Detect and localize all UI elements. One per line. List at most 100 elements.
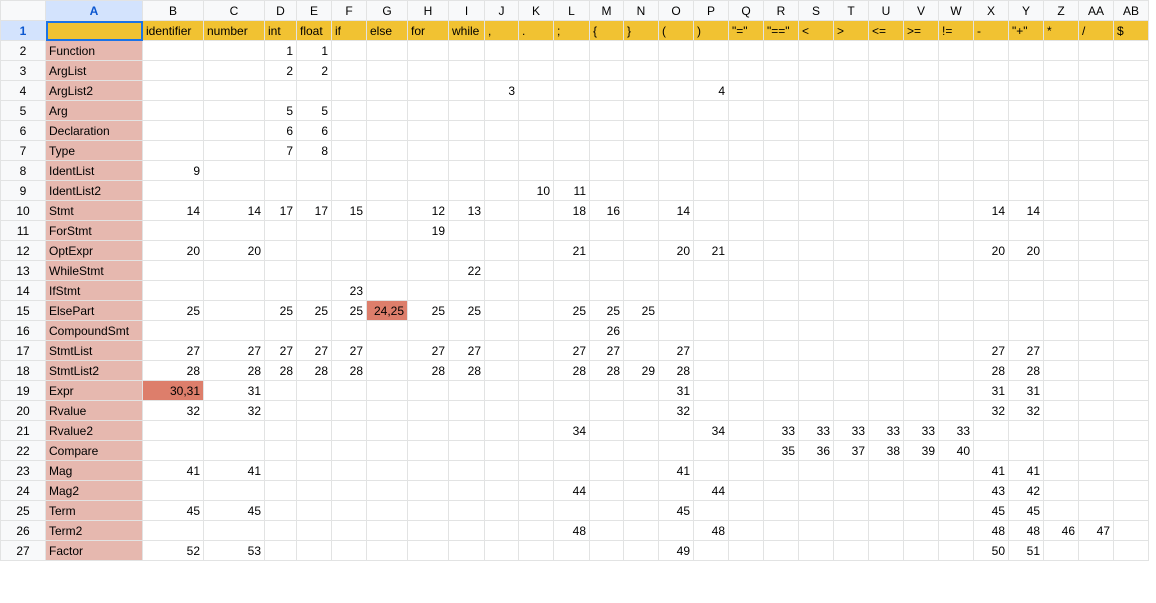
rule-cell[interactable]: 8: [296, 140, 332, 161]
rule-cell[interactable]: [589, 260, 624, 281]
rule-cell[interactable]: [142, 40, 204, 61]
rule-cell[interactable]: [868, 520, 904, 541]
rule-cell[interactable]: [331, 540, 367, 561]
rule-cell[interactable]: [366, 540, 408, 561]
rule-cell[interactable]: [448, 140, 485, 161]
rule-cell[interactable]: [1043, 380, 1079, 401]
rule-cell[interactable]: [1043, 200, 1079, 221]
rule-cell[interactable]: [833, 260, 869, 281]
rule-cell[interactable]: [331, 500, 367, 521]
rule-cell[interactable]: [484, 340, 519, 361]
rule-cell[interactable]: [1078, 540, 1114, 561]
rule-cell[interactable]: 20: [658, 240, 694, 261]
column-header-t[interactable]: T: [833, 0, 869, 21]
rule-cell[interactable]: [658, 40, 694, 61]
column-header-i[interactable]: I: [448, 0, 485, 21]
rule-cell[interactable]: 28: [264, 360, 297, 381]
rule-cell[interactable]: 38: [868, 440, 904, 461]
rule-cell[interactable]: [763, 160, 799, 181]
rule-cell[interactable]: 28: [973, 360, 1009, 381]
rule-cell[interactable]: 27: [553, 340, 590, 361]
rule-cell[interactable]: 2: [296, 60, 332, 81]
rule-cell[interactable]: [264, 460, 297, 481]
rule-cell[interactable]: [903, 180, 939, 201]
rule-cell[interactable]: [407, 400, 449, 421]
rule-cell[interactable]: 28: [589, 360, 624, 381]
row-header-22[interactable]: 22: [0, 440, 46, 461]
rule-cell[interactable]: [203, 300, 265, 321]
rule-cell[interactable]: [1113, 100, 1149, 121]
rule-cell[interactable]: [833, 240, 869, 261]
rule-cell[interactable]: [903, 120, 939, 141]
rule-cell[interactable]: [623, 240, 659, 261]
rule-cell[interactable]: [264, 440, 297, 461]
rule-cell[interactable]: 48: [973, 520, 1009, 541]
rule-cell[interactable]: [589, 60, 624, 81]
rule-cell[interactable]: 1: [296, 40, 332, 61]
rule-cell[interactable]: 28: [1008, 360, 1044, 381]
rule-cell[interactable]: [938, 220, 974, 241]
rule-cell[interactable]: [623, 80, 659, 101]
rule-cell[interactable]: [798, 200, 834, 221]
rule-cell[interactable]: [331, 420, 367, 441]
rule-cell[interactable]: [448, 80, 485, 101]
rule-cell[interactable]: [484, 220, 519, 241]
rule-cell[interactable]: [296, 500, 332, 521]
rule-cell[interactable]: [868, 260, 904, 281]
rule-cell[interactable]: [589, 100, 624, 121]
rule-cell[interactable]: [518, 480, 554, 501]
rule-cell[interactable]: 27: [973, 340, 1009, 361]
rule-cell[interactable]: [903, 320, 939, 341]
rule-cell[interactable]: 32: [658, 400, 694, 421]
rule-cell[interactable]: 25: [623, 300, 659, 321]
rule-cell[interactable]: [366, 360, 408, 381]
rule-cell[interactable]: [589, 240, 624, 261]
rule-cell[interactable]: [938, 40, 974, 61]
rule-cell[interactable]: [728, 280, 764, 301]
row-header-19[interactable]: 19: [0, 380, 46, 401]
rule-cell[interactable]: [296, 380, 332, 401]
rule-cell[interactable]: [868, 500, 904, 521]
rule-cell[interactable]: [518, 460, 554, 481]
rule-cell[interactable]: 27: [331, 340, 367, 361]
rule-cell[interactable]: [1113, 540, 1149, 561]
rule-cell[interactable]: [1078, 400, 1114, 421]
rule-cell[interactable]: 28: [658, 360, 694, 381]
rule-cell[interactable]: 33: [763, 420, 799, 441]
nonterminal-cell[interactable]: ArgList: [45, 60, 143, 81]
rule-cell[interactable]: [938, 240, 974, 261]
rule-cell[interactable]: [1113, 500, 1149, 521]
rule-cell[interactable]: [296, 240, 332, 261]
rule-cell[interactable]: [407, 460, 449, 481]
rule-cell[interactable]: [798, 160, 834, 181]
rule-cell[interactable]: [693, 100, 729, 121]
rule-cell[interactable]: [448, 520, 485, 541]
rule-cell[interactable]: [728, 100, 764, 121]
rule-cell[interactable]: [366, 120, 408, 141]
rule-cell[interactable]: [693, 400, 729, 421]
rule-cell[interactable]: [264, 540, 297, 561]
rule-cell[interactable]: [763, 300, 799, 321]
rule-cell[interactable]: [553, 440, 590, 461]
rule-cell[interactable]: [1043, 320, 1079, 341]
rule-cell[interactable]: 44: [693, 480, 729, 501]
rule-cell[interactable]: [518, 520, 554, 541]
nonterminal-cell[interactable]: IdentList: [45, 160, 143, 181]
rule-cell[interactable]: 41: [203, 460, 265, 481]
rule-cell[interactable]: [868, 120, 904, 141]
rule-cell[interactable]: [296, 220, 332, 241]
rule-cell[interactable]: [763, 320, 799, 341]
rule-cell[interactable]: [798, 260, 834, 281]
rule-cell[interactable]: [264, 260, 297, 281]
rule-cell[interactable]: 37: [833, 440, 869, 461]
rule-cell[interactable]: [938, 320, 974, 341]
rule-cell[interactable]: [448, 100, 485, 121]
rule-cell[interactable]: [1043, 500, 1079, 521]
rule-cell[interactable]: [1043, 180, 1079, 201]
conflict-cell[interactable]: 30,31: [142, 380, 204, 401]
rule-cell[interactable]: 33: [868, 420, 904, 441]
rule-cell[interactable]: [264, 160, 297, 181]
rule-cell[interactable]: [296, 280, 332, 301]
row-header-27[interactable]: 27: [0, 540, 46, 561]
